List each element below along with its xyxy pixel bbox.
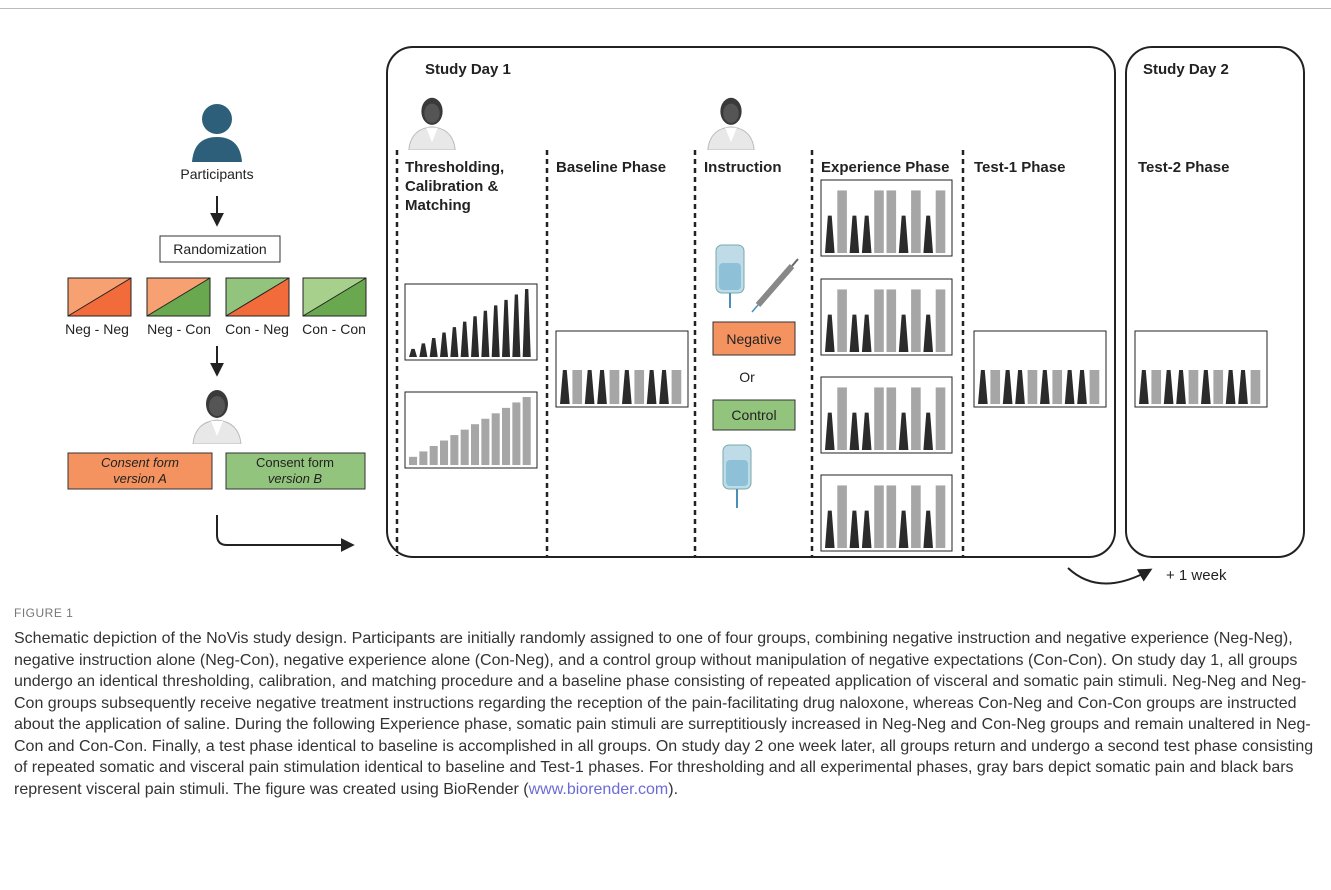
phase-title: Test-2 Phase — [1138, 158, 1229, 177]
or-label: Or — [739, 369, 755, 385]
chart-part — [874, 387, 884, 450]
chart-part — [672, 370, 682, 404]
study-day-title: Study Day 1 — [425, 61, 511, 78]
chart-part — [450, 435, 458, 465]
consent-version: version A — [101, 471, 179, 487]
syringe — [752, 259, 798, 312]
chart-part — [1090, 370, 1100, 404]
chart-part — [502, 408, 510, 465]
caption-body: Schematic depiction of the NoVis study d… — [14, 630, 1313, 798]
consent-a: Consent form version A — [101, 455, 179, 487]
chart-part — [430, 446, 438, 465]
consent-version: version B — [256, 471, 334, 487]
randomization-label: Randomization — [173, 241, 266, 257]
group-label: Neg - Con — [147, 321, 211, 337]
chart-part — [911, 485, 921, 548]
figure: Participants Randomization Neg - Neg Neg… — [0, 0, 1331, 890]
chart-part — [911, 289, 921, 352]
chart-part — [481, 419, 489, 465]
control-label: Control — [731, 407, 776, 423]
caption: FIGURE 1 Schematic depiction of the NoVi… — [14, 606, 1314, 800]
chart-part — [409, 457, 417, 465]
phase-title: Thresholding, Calibration & Matching — [405, 158, 525, 215]
iv-bag — [716, 245, 744, 308]
chart-part — [936, 289, 946, 352]
experimenter-icon — [409, 98, 455, 150]
chart-part — [523, 397, 531, 465]
chart-part — [512, 402, 520, 465]
negative-label: Negative — [726, 331, 781, 347]
chart-part — [874, 190, 884, 253]
chart-part — [1189, 370, 1199, 404]
participants-label: Participants — [180, 166, 253, 182]
chart-part — [911, 190, 921, 253]
chart-part — [887, 190, 897, 253]
chart-part — [1213, 370, 1223, 404]
chart-part — [461, 430, 469, 465]
chart-part — [887, 387, 897, 450]
experimenter-icon — [708, 98, 754, 150]
chart-part — [837, 485, 847, 548]
chart-part — [471, 424, 479, 465]
chart-part — [887, 485, 897, 548]
caption-text: Schematic depiction of the NoVis study d… — [14, 628, 1314, 800]
consent-title: Consent form — [256, 455, 334, 471]
chart-part — [837, 190, 847, 253]
chart-part — [874, 485, 884, 548]
chart-part — [936, 190, 946, 253]
chart-part — [887, 289, 897, 352]
arrow — [1068, 568, 1150, 584]
group-boxes — [68, 278, 366, 316]
chart-part — [1151, 370, 1161, 404]
chart-part — [1028, 370, 1038, 404]
chart-part — [837, 289, 847, 352]
interval-label: + 1 week — [1166, 567, 1226, 584]
study-day-title: Study Day 2 — [1143, 61, 1229, 78]
chart-part — [572, 370, 582, 404]
phase-title: Test-1 Phase — [974, 158, 1065, 177]
chart-part — [419, 451, 427, 465]
experimenter-icon — [193, 390, 241, 444]
phase-title: Instruction — [704, 158, 782, 177]
iv-bag — [723, 445, 751, 508]
figure-label: FIGURE 1 — [14, 606, 1314, 620]
chart-part — [1052, 370, 1062, 404]
chart-part — [1251, 370, 1261, 404]
study-day-2-frame — [1126, 47, 1304, 557]
chart-part — [492, 413, 500, 465]
phase-title: Experience Phase — [821, 158, 949, 177]
chart-part — [837, 387, 847, 450]
group-label: Neg - Neg — [65, 321, 129, 337]
chart-part — [610, 370, 620, 404]
participant-icon — [192, 104, 242, 162]
chart-part — [936, 387, 946, 450]
phase-title: Baseline Phase — [556, 158, 666, 177]
chart-part — [990, 370, 1000, 404]
arrow — [217, 515, 352, 545]
group-label: Con - Neg — [225, 321, 289, 337]
stimulus-charts — [405, 180, 1267, 551]
consent-title: Consent form — [101, 455, 179, 471]
diagram — [0, 0, 1331, 600]
chart-part — [936, 485, 946, 548]
chart-part — [634, 370, 644, 404]
consent-b: Consent form version B — [256, 455, 334, 487]
chart-part — [911, 387, 921, 450]
chart-part — [874, 289, 884, 352]
chart-part — [440, 441, 448, 465]
caption-end: ). — [668, 781, 678, 798]
group-label: Con - Con — [302, 321, 366, 337]
link[interactable]: www.biorender.com — [529, 781, 669, 798]
